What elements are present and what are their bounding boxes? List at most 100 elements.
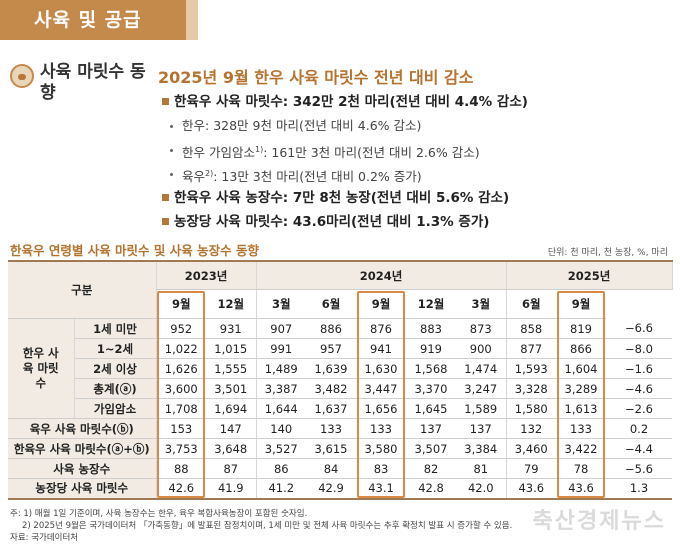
table-cell: 133	[306, 418, 357, 439]
table-cell: 137	[406, 418, 457, 439]
row-label: 총계(ⓐ)	[74, 378, 157, 399]
table-row: 농장당 사육 마릿수 42.6 41.9 41.2 42.9 43.1 42.8 42.0 43…	[8, 478, 673, 500]
table-cell: 957	[306, 338, 357, 359]
summary-item: 육우2): 13만 3천 마리(전년 대비 0.2% 증가)	[160, 162, 670, 186]
table-cell: 3,501	[206, 378, 257, 399]
table-cell: 133	[556, 418, 607, 439]
table-cell: 952	[156, 318, 207, 339]
yoy-cell: −1.6	[606, 358, 673, 379]
month-header: 6월	[506, 289, 557, 319]
table-row: 2세 이상 1,626 1,555 1,489 1,639 1,630 1,568 1,474…	[8, 358, 673, 379]
summary-text: : 13만 3천 마리(전년 대비 0.2% 증가)	[213, 169, 422, 185]
table-cell: 1,626	[156, 358, 207, 379]
row-label: 사육 농장수	[8, 458, 157, 479]
table-cell: 153	[156, 418, 207, 439]
yoy-cell: −6.6	[606, 318, 673, 339]
row-label: 한육우 사육 마릿수(ⓐ+ⓑ)	[8, 438, 157, 459]
table-cell: 42.0	[456, 478, 507, 500]
table-cell: 3,460	[506, 438, 557, 459]
yoy-cell: −8.0	[606, 338, 673, 359]
table-cell: 919	[406, 338, 457, 359]
table-cell: 84	[306, 458, 357, 479]
table-cell: 883	[406, 318, 457, 339]
table-cell: 82	[406, 458, 457, 479]
month-header: 9월	[356, 289, 407, 319]
summary-text: 한육우 사육 농장수: 7만 8천 농장(전년 대비 5.6% 감소)	[174, 190, 510, 206]
summary-text: 328만 9천 마리(전년 대비 4.6% 감소)	[213, 118, 422, 133]
footnotes: 주: 1) 매월 1일 기준이며, 사육 농장수는 한우, 육우 복합사육농장이…	[10, 508, 512, 544]
table-cell: 858	[506, 318, 557, 339]
unit-note: 단위: 천 마리, 천 농장, %, 마리	[547, 248, 668, 258]
section-banner: 사육 및 공급	[0, 0, 186, 40]
table-cell: 3,753	[156, 438, 207, 459]
table-cell: 1,645	[406, 398, 457, 419]
table-row: 한우 사육 마릿수 1세 미만 952 931 907 886 876 883 873 858 81…	[8, 318, 673, 419]
table-cell: 41.9	[206, 478, 257, 500]
table-cell: 78	[556, 458, 607, 479]
group-label: 한우 사육 마릿수	[8, 318, 75, 419]
headline: 2025년 9월 한우 사육 마릿수 전년 대비 감소	[158, 68, 474, 87]
row-label: 가임암소	[74, 398, 157, 419]
table-cell: 876	[356, 318, 407, 339]
table-title: 한육우 연령별 사육 마릿수 및 사육 농장수 동향	[10, 243, 259, 258]
table-cell: 1,589	[456, 398, 507, 419]
table-cell: 3,447	[356, 378, 407, 399]
table-row: 사육 농장수 88 87 86 84 83 82 81 79 78 −5.6	[8, 458, 673, 479]
table-cell: 43.6	[556, 478, 607, 500]
bullet-dot-icon	[170, 149, 173, 152]
summary-item: 농장당 사육 마릿수: 43.6마리(전년 대비 1.3% 증가)	[160, 210, 670, 234]
table-cell: 43.6	[506, 478, 557, 500]
table-cell: 43.1	[356, 478, 407, 500]
footnote-ref: 2)	[205, 169, 214, 178]
table-cell: 3,328	[506, 378, 557, 399]
summary-list: 한육우 사육 마릿수: 342만 2천 마리(전년 대비 4.4% 감소) 한우:…	[160, 90, 670, 234]
footnote-line: 주: 1) 매월 1일 기준이며, 사육 농장수는 한우, 육우 복합사육농장이…	[10, 509, 308, 519]
row-label: 1세 미만	[74, 318, 157, 339]
table-cell: 1,580	[506, 398, 557, 419]
table-cell: 3,527	[256, 438, 307, 459]
table-cell: 147	[206, 418, 257, 439]
table-cell: 3,507	[406, 438, 457, 459]
table-cell: 3,247	[456, 378, 507, 399]
summary-item: 한우: 328만 9천 마리(전년 대비 4.6% 감소)	[160, 114, 670, 138]
month-header: 9월	[556, 289, 607, 319]
table-cell: 1,593	[506, 358, 557, 379]
table-cell: 132	[506, 418, 557, 439]
table-cell: 931	[206, 318, 257, 339]
table-cell: 991	[256, 338, 307, 359]
month-header: 12월	[206, 289, 257, 319]
table-cell: 42.9	[306, 478, 357, 500]
table-cell: 1,639	[306, 358, 357, 379]
table-cell: 133	[356, 418, 407, 439]
month-header: 12월	[406, 289, 457, 319]
banner-decoration	[186, 0, 198, 40]
table-cell: 873	[456, 318, 507, 339]
summary-text: : 161만 3천 마리(전년 대비 2.6% 감소)	[263, 145, 480, 161]
table-row: 가임암소 1,708 1,694 1,644 1,637 1,656 1,645 1,589 1…	[8, 398, 673, 419]
table-cell: 1,474	[456, 358, 507, 379]
table-cell: 1,555	[206, 358, 257, 379]
bullet-square-icon	[162, 218, 169, 225]
watermark: 축산경제뉴스	[532, 509, 666, 534]
table-cell: 900	[456, 338, 507, 359]
table-cell: 88	[156, 458, 207, 479]
row-label: 2세 이상	[74, 358, 157, 379]
month-header: 3월	[256, 289, 307, 319]
table-cell: 83	[356, 458, 407, 479]
table-cell: 3,648	[206, 438, 257, 459]
table-cell: 1,613	[556, 398, 607, 419]
summary-label: 육우	[182, 169, 206, 185]
table-cell: 3,422	[556, 438, 607, 459]
footnote-line: 자료: 국가데이터처	[10, 533, 79, 543]
summary-text: 한육우 사육 마릿수: 342만 2천 마리(전년 대비 4.4% 감소)	[174, 94, 528, 110]
table-cell: 140	[256, 418, 307, 439]
table-cell: 907	[256, 318, 307, 339]
summary-text: 농장당 사육 마릿수: 43.6마리(전년 대비 1.3% 증가)	[174, 214, 490, 230]
summary-item: 한우 가임암소1): 161만 3천 마리(전년 대비 2.6% 감소)	[160, 138, 670, 162]
table-cell: 3,600	[156, 378, 207, 399]
year-header: 2024년	[256, 260, 507, 291]
table-cell: 941	[356, 338, 407, 359]
table-cell: 86	[256, 458, 307, 479]
table-cell: 3,387	[256, 378, 307, 399]
livestock-table: 구분2023년2024년2025년전년 대비9월12월3월6월9월12월3월6월…	[8, 260, 673, 500]
